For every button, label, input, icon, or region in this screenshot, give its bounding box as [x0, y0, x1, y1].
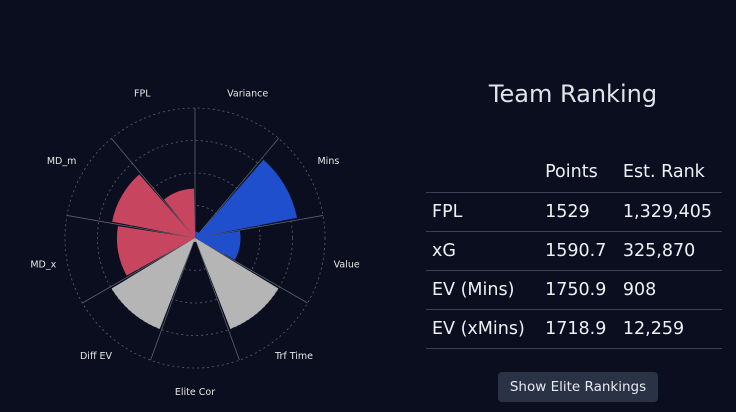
radar-axis-labels: Variance Mins Value Trf Time Elite Cor Diff E… — [30, 88, 360, 398]
row-points: 1750.9 — [537, 270, 617, 310]
row-label: EV (xMins) — [426, 309, 538, 349]
axis-label-md-x: MD_x — [30, 260, 56, 271]
row-label: EV (Mins) — [426, 270, 538, 310]
grid-spoke — [150, 237, 196, 361]
show-elite-rankings-button[interactable]: Show Elite Rankings — [498, 372, 658, 402]
row-rank: 325,870 — [616, 231, 722, 271]
row-rank: 12,259 — [616, 309, 722, 349]
header-points: Points — [537, 154, 617, 193]
grid-spoke — [194, 215, 324, 239]
grid-ring — [97, 140, 293, 336]
row-rank: 908 — [616, 270, 722, 310]
bar-variance — [195, 231, 200, 238]
grid-spoke — [111, 138, 196, 239]
table-row: EV (xMins) 1718.9 12,259 — [426, 309, 722, 349]
radar-bars — [111, 159, 298, 329]
header-label — [426, 154, 538, 193]
bar-elite-cor — [193, 238, 197, 242]
row-label: FPL — [426, 192, 538, 232]
bar-value — [195, 231, 241, 260]
table-header-row: Points Est. Rank — [426, 154, 722, 193]
table-row: xG 1590.7 325,870 — [426, 231, 722, 271]
grid-spoke — [66, 215, 196, 239]
grid-ring — [64, 107, 326, 369]
row-rank: 1,329,405 — [616, 192, 722, 232]
grid-spoke — [194, 138, 279, 239]
bar-trf-time — [195, 238, 279, 329]
radar-svg: Variance Mins Value Trf Time Elite Cor Diff E… — [30, 88, 360, 398]
bar-md-m — [112, 174, 195, 238]
panel-title: Team Ranking — [488, 80, 658, 108]
ranking-table: Points Est. Rank FPL 1529 1,329,405 xG 1… — [426, 154, 722, 349]
table-row: FPL 1529 1,329,405 — [426, 192, 722, 232]
bar-md-x — [117, 226, 195, 276]
axis-label-trf-time: Trf Time — [274, 351, 313, 362]
row-points: 1718.9 — [537, 309, 617, 349]
grid-spoke — [194, 237, 240, 361]
row-points: 1529 — [537, 192, 617, 232]
bar-mins — [195, 159, 298, 238]
row-label: xG — [426, 231, 538, 271]
axis-label-fpl: FPL — [134, 88, 151, 99]
axis-label-md-m: MD_m — [47, 156, 77, 167]
row-points: 1590.7 — [537, 231, 617, 271]
bar-diff-ev — [111, 238, 195, 329]
radar-grid — [64, 107, 326, 369]
bar-fpl — [164, 188, 195, 238]
axis-label-variance: Variance — [227, 88, 268, 99]
table-row: EV (Mins) 1750.9 908 — [426, 270, 722, 310]
axis-label-value: Value — [334, 260, 360, 271]
axis-label-mins: Mins — [317, 156, 339, 167]
header-rank: Est. Rank — [616, 154, 722, 193]
axis-label-elite-cor: Elite Cor — [175, 387, 215, 398]
grid-spoke — [194, 237, 308, 304]
grid-spoke — [82, 237, 196, 304]
radar-chart: Variance Mins Value Trf Time Elite Cor Diff E… — [30, 88, 360, 398]
axis-label-diff-ev: Diff EV — [80, 351, 113, 362]
